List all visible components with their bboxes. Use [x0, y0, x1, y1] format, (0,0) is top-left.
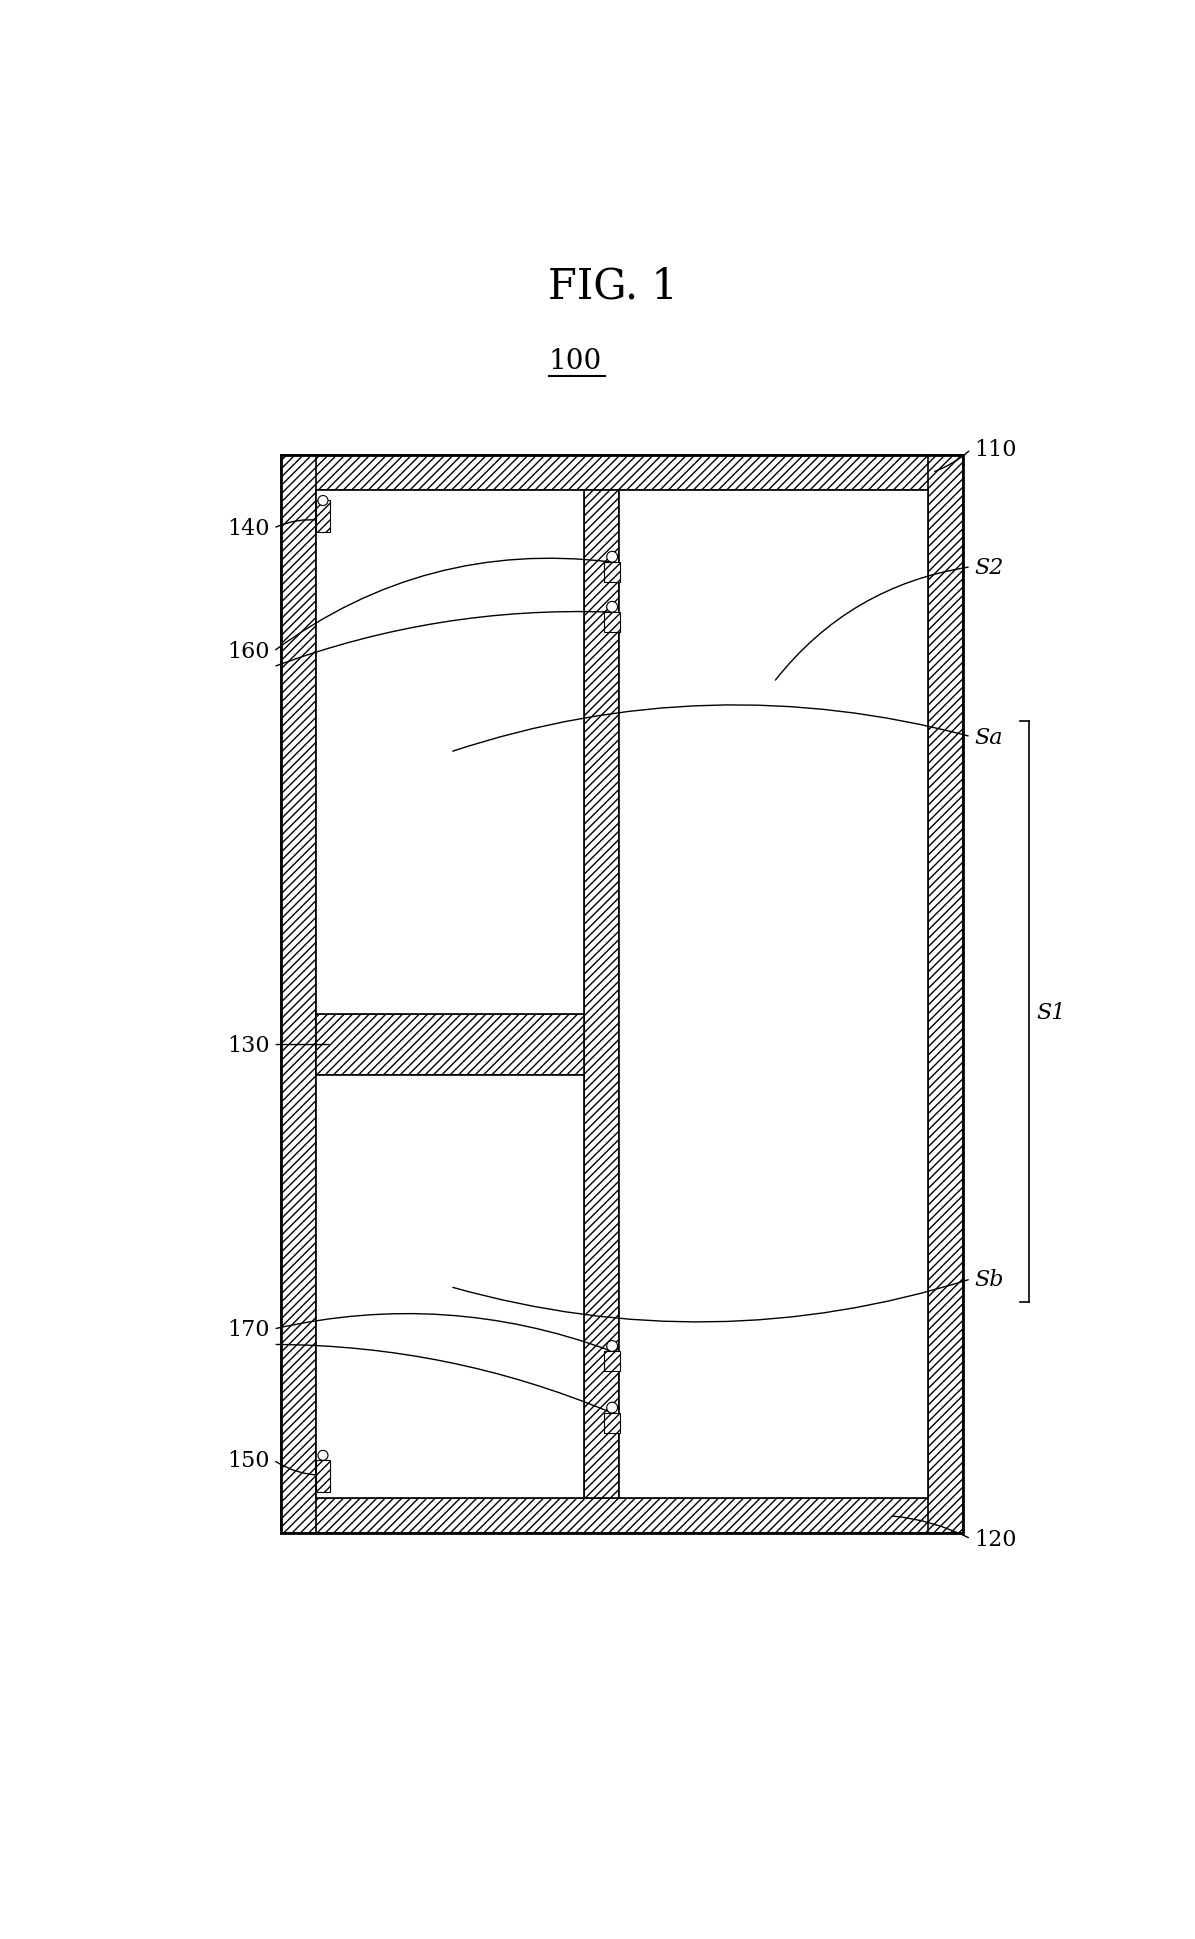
Bar — [315, 1014, 584, 1076]
Bar — [315, 1076, 584, 1499]
Bar — [315, 500, 330, 533]
Bar — [605, 562, 620, 584]
Circle shape — [318, 496, 327, 506]
Text: 120: 120 — [975, 1528, 1017, 1549]
Circle shape — [607, 1402, 618, 1414]
Bar — [605, 1414, 620, 1433]
Text: FIG. 1: FIG. 1 — [547, 266, 678, 308]
Circle shape — [607, 553, 618, 562]
Circle shape — [607, 603, 618, 613]
Bar — [315, 1460, 330, 1493]
Text: 150: 150 — [227, 1448, 270, 1472]
Text: 130: 130 — [227, 1033, 270, 1057]
Text: S2: S2 — [975, 556, 1004, 578]
Bar — [281, 456, 315, 1534]
Text: 170: 170 — [227, 1319, 270, 1340]
Text: S1: S1 — [1037, 1001, 1066, 1024]
Bar — [605, 1351, 620, 1371]
Circle shape — [607, 1342, 618, 1351]
Circle shape — [318, 1450, 327, 1460]
Bar — [929, 456, 963, 1534]
Bar — [281, 1499, 963, 1534]
Bar — [605, 613, 620, 632]
Text: 140: 140 — [227, 518, 270, 539]
Bar — [281, 456, 963, 491]
Text: 100: 100 — [549, 349, 602, 374]
Bar — [315, 491, 584, 1014]
Text: Sa: Sa — [975, 727, 1004, 748]
Text: Sb: Sb — [975, 1268, 1004, 1289]
Bar — [619, 491, 929, 1499]
Text: 160: 160 — [227, 642, 270, 663]
Bar — [584, 491, 619, 1499]
Bar — [281, 456, 963, 1534]
Text: 110: 110 — [975, 438, 1017, 461]
